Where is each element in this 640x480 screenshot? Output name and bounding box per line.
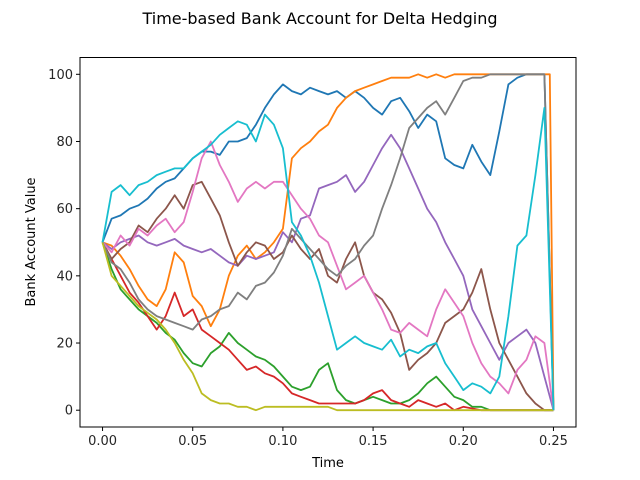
y-tick-label: 40 (56, 269, 73, 284)
y-axis: 0 20 40 60 80 100 (48, 68, 80, 419)
series-line-3 (101, 242, 554, 412)
x-tick-label: 0.15 (359, 434, 388, 449)
series-line-5 (101, 133, 555, 411)
series-line-8 (101, 73, 555, 411)
y-tick-label: 80 (56, 135, 73, 150)
plot-lines (101, 73, 555, 412)
series-line-1 (101, 73, 555, 411)
x-tick-label: 0.05 (178, 434, 207, 449)
series-line-9 (101, 242, 554, 412)
x-tick-label: 0.00 (88, 434, 117, 449)
y-tick-label: 0 (65, 404, 73, 419)
y-axis-label: Bank Account Value (24, 177, 39, 306)
x-tick-label: 0.10 (268, 434, 297, 449)
series-line-4 (101, 241, 554, 412)
x-axis-label: Time (311, 456, 344, 471)
series-line-10 (101, 107, 555, 411)
x-tick-label: 0.25 (539, 434, 568, 449)
y-tick-label: 20 (56, 337, 73, 352)
series-line-7 (101, 140, 555, 411)
plot-frame (79, 57, 577, 428)
x-axis: 0.00 0.05 0.10 0.15 0.20 0.25 (88, 427, 568, 449)
y-tick-label: 100 (48, 68, 73, 83)
chart-title: Time-based Bank Account for Delta Hedgin… (141, 9, 497, 28)
x-tick-label: 0.20 (449, 434, 478, 449)
series-line-6 (101, 180, 554, 412)
y-tick-label: 60 (56, 202, 73, 217)
series-line-2 (102, 73, 555, 411)
